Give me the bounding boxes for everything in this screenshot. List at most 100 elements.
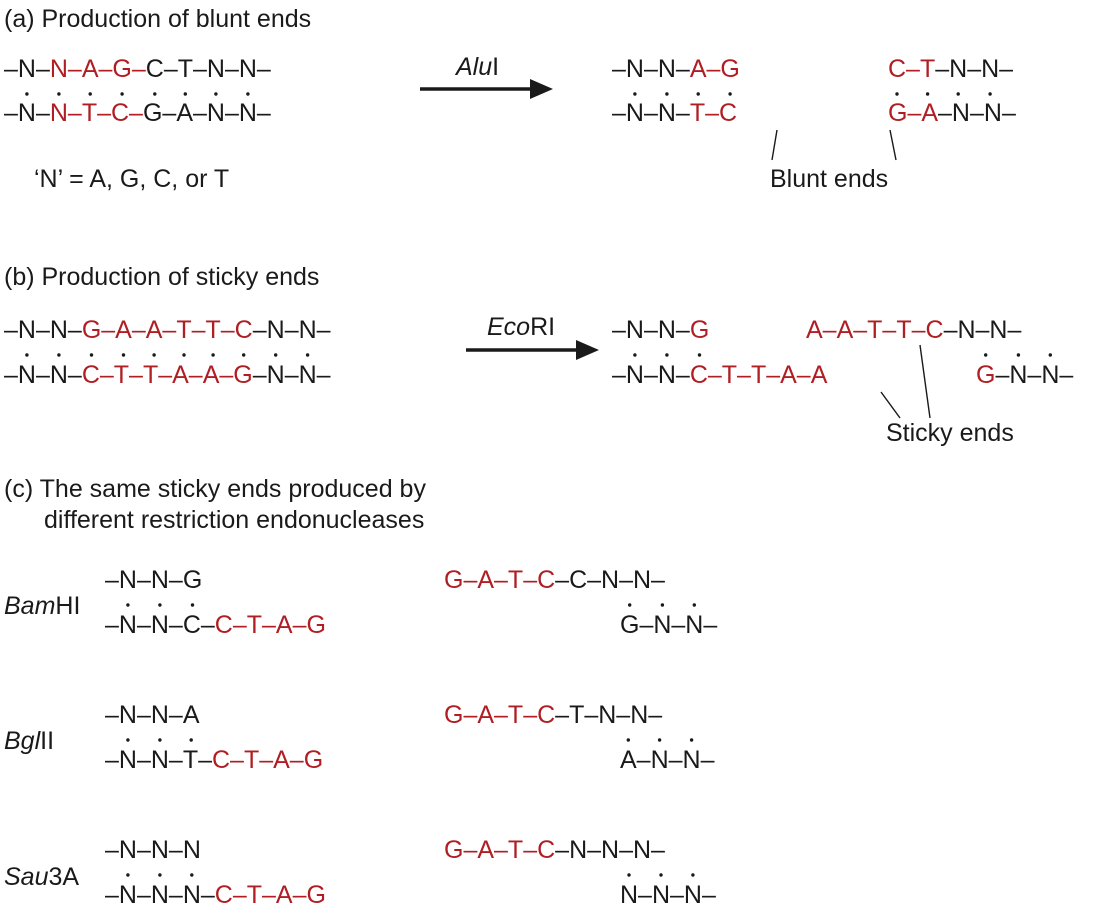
base-pair-dot [305,353,310,357]
seq-bam-left-top: –N–N–G [105,566,202,594]
seq-b-right-top: A–A–T–T–C–N–N– [806,316,1021,344]
base-pair-dot [1048,353,1053,357]
seq-a-right-top: C–T–N–N– [888,55,1013,83]
base-pair-dot [120,92,124,96]
base-pair-dots [25,353,310,357]
base-pair-dot [692,603,696,607]
base-pair-dot [988,92,992,96]
base-pair-dot [696,92,700,96]
bamhi-label: BamHI [4,592,80,620]
base-pair-dot [274,353,278,357]
seq-sau-left-bottom: –N–N–N–C–T–A–G [105,881,326,909]
panel-b: (b) Production of sticky ends –N–N–G–A–A… [4,263,1073,447]
seq-bgl-right-bottom: A–N–N– [620,746,715,774]
seq-sau-right-top: G–A–T–C–N–N–N– [444,836,665,864]
base-pair-dot [697,353,702,357]
base-pair-dot [689,738,694,742]
base-pair-dot [57,353,61,357]
seq-a-input-bottom: –N–N–T–C–G–A–N–N– [4,99,271,127]
panel-c: (c) The same sticky ends produced by dif… [4,475,717,909]
panel-c-heading-line1: (c) The same sticky ends produced by [4,475,426,503]
base-pair-dot [627,873,631,877]
seq-bam-right-bottom: G–N–N– [620,611,717,639]
eco-enzyme-label: EcoRI [487,313,555,341]
base-pair-dot [182,353,186,357]
bglii-label: BglII [4,727,54,755]
base-pair-dot [659,873,663,877]
base-pair-dot [214,92,218,96]
seq-a-left-top: –N–N–A–G [612,55,740,83]
base-pair-dot [984,353,988,357]
eco-arrow: EcoRI [466,313,599,360]
base-pair-dot [657,738,662,742]
base-pair-dot [126,738,130,742]
base-pair-dot [633,353,637,357]
base-pair-dot [190,603,195,607]
blunt-ends-label: Blunt ends [770,165,888,193]
base-pair-dot [189,738,193,742]
base-pair-dot [158,603,162,607]
seq-bam-right-top: G–A–T–C–C–N–N– [444,566,665,594]
eco-input-duplex: –N–N–G–A–A–T–T–C–N–N– –N–N–C–T–T–A–A–G–N… [4,316,331,389]
base-pair-dots [25,92,250,96]
base-pair-dot [242,353,246,357]
base-pair-dot [88,92,92,96]
eco-product-left: –N–N–G –N–N–C–T–T–A–A [612,316,828,389]
panel-a: (a) Production of blunt ends –N–N–A–G–C–… [4,5,1016,193]
base-pair-dots [627,873,695,877]
base-pair-dots [626,738,694,742]
base-pair-dots [628,603,696,607]
base-pair-dots [633,92,732,96]
base-pair-dots [895,92,992,96]
seq-b-left-top: –N–N–G [612,316,709,344]
base-pair-dot [89,353,94,357]
seq-a-left-bottom: –N–N–T–C [612,99,737,127]
seq-a-right-bottom: G–A–N–N– [888,99,1016,127]
seq-sau-right-bottom: N–N–N– [620,881,716,909]
base-pair-dot [190,873,194,877]
base-pair-dot [25,353,29,357]
seq-bgl-right-top: G–A–T–C–T–N–N– [444,701,662,729]
seq-b-input-bottom: –N–N–C–T–T–A–A–G–N–N– [4,361,331,389]
panel-b-heading: (b) Production of sticky ends [4,263,319,291]
base-pair-dot [211,353,215,357]
base-pair-dot [126,873,130,877]
panel-a-heading: (a) Production of blunt ends [4,5,311,33]
base-pair-dot [246,92,250,96]
bglii-row: BglII –N–N–A –N–N–T–C–T–A–G G–A–T–C–T–N–… [4,701,715,774]
base-pair-dot [158,738,162,742]
alu-input-duplex: –N–N–A–G–C–T–N–N– –N–N–T–C–G–A–N–N– [4,55,271,127]
base-pair-dot [183,92,187,96]
alu-product-left: –N–N–A–G –N–N–T–C [612,55,740,127]
base-pair-dot [660,603,665,607]
base-pair-dot [728,92,732,96]
base-pair-dot [158,873,162,877]
base-pair-dot [626,738,630,742]
base-pair-dot [25,92,29,96]
sau3a-row: Sau3A –N–N–N –N–N–N–C–T–A–G G–A–T–C–N–N–… [4,836,716,909]
base-pair-dot [1016,353,1021,357]
seq-a-input-top: –N–N–A–G–C–T–N–N– [4,55,271,83]
sticky-ends-callout: Sticky ends [880,344,1014,447]
base-pair-dot [895,92,899,96]
sau3a-label: Sau3A [4,863,79,891]
base-pair-dot [153,92,157,96]
seq-bgl-left-bottom: –N–N–T–C–T–A–G [105,746,323,774]
alu-enzyme-label: AluI [454,53,499,81]
base-pair-dot [628,603,632,607]
base-pair-dots [126,603,195,607]
seq-sau-left-top: –N–N–N [105,836,201,864]
base-pair-dots [126,738,193,742]
seq-b-right-bottom: G–N–N– [976,361,1073,389]
bamhi-row: BamHI –N–N–G –N–N–C–C–T–A–G G–A–T–C–C–N–… [4,566,717,639]
base-pair-dot [57,92,61,96]
base-pair-dot [152,353,156,357]
base-pair-dot [691,873,695,877]
n-definition-note: ‘N’ = A, G, C, or T [34,165,229,193]
blunt-ends-callout: Blunt ends [770,129,897,193]
panel-c-heading-line2: different restriction endonucleases [44,506,424,534]
base-pair-dot [925,92,930,96]
base-pair-dot [956,92,960,96]
eco-product-right: A–A–T–T–C–N–N– G–N–N– [806,316,1073,389]
